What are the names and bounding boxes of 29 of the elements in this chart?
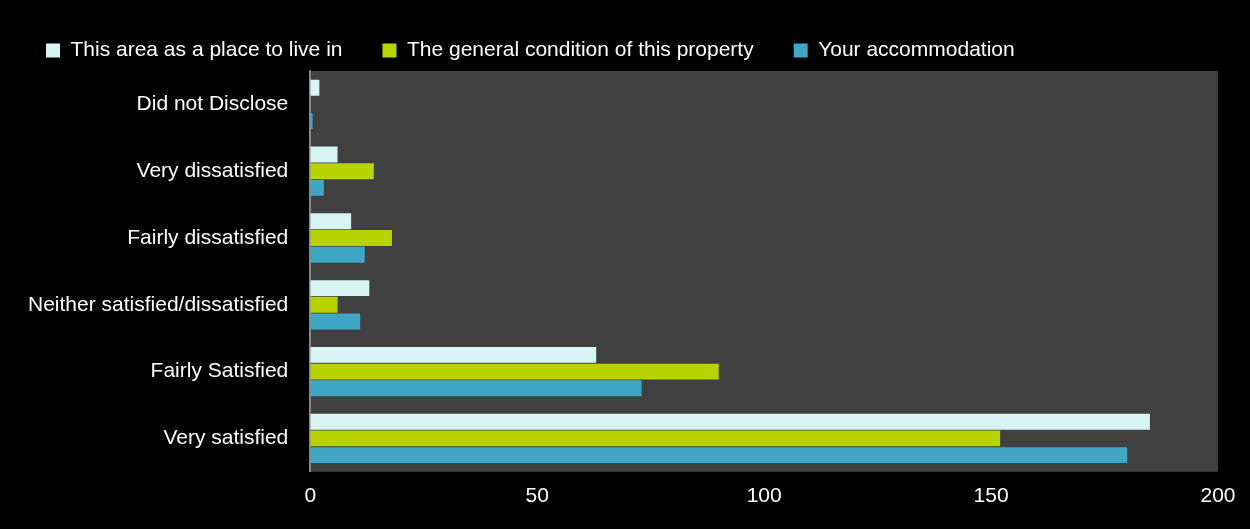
x-tick-label: 150 bbox=[973, 483, 1009, 507]
bar bbox=[310, 230, 392, 246]
bar bbox=[310, 213, 352, 230]
bar bbox=[310, 413, 1150, 430]
y-tick-label: Neither satisfied/dissatisfied bbox=[27, 291, 289, 315]
bar bbox=[310, 246, 365, 263]
y-tick-label: Did not Disclose bbox=[136, 91, 289, 115]
bar bbox=[310, 380, 642, 397]
bar bbox=[310, 363, 719, 380]
x-tick-label: 50 bbox=[525, 483, 549, 507]
bar bbox=[310, 179, 324, 196]
bar bbox=[310, 430, 1001, 447]
bar bbox=[310, 280, 370, 297]
legend-label: The general condition of this property bbox=[406, 37, 755, 61]
y-tick-label: Fairly Satisfied bbox=[150, 358, 289, 382]
x-tick-label: 200 bbox=[1200, 483, 1236, 507]
bar bbox=[310, 447, 1128, 464]
bar bbox=[310, 163, 374, 180]
legend-label: This area as a place to live in bbox=[70, 37, 343, 61]
bar bbox=[310, 146, 338, 163]
x-tick-label: 100 bbox=[746, 483, 782, 507]
bar bbox=[310, 346, 597, 363]
legend-label: Your accommodation bbox=[818, 37, 1015, 61]
y-tick-label: Very satisfied bbox=[163, 425, 289, 449]
y-tick-label: Fairly dissatisfied bbox=[127, 224, 289, 248]
bar bbox=[310, 296, 338, 313]
y-tick-label: Very dissatisfied bbox=[136, 158, 289, 181]
x-tick-label: 0 bbox=[304, 483, 317, 507]
bar bbox=[310, 313, 361, 330]
